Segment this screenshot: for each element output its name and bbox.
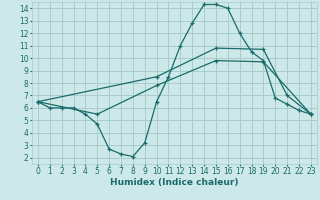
X-axis label: Humidex (Indice chaleur): Humidex (Indice chaleur) <box>110 178 239 187</box>
